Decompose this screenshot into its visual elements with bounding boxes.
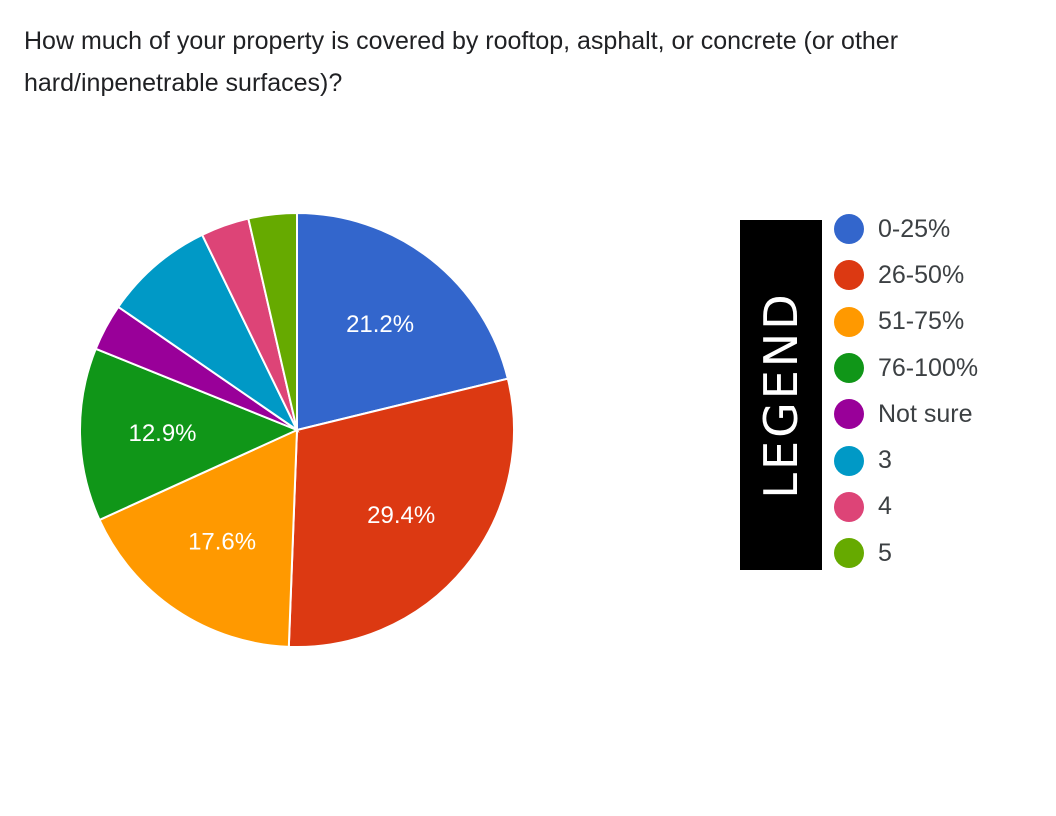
pie-slice-0-25 [296, 211, 510, 432]
slice-label: 12.9% [128, 420, 196, 447]
legend-item: 4 [834, 484, 978, 530]
slice-label: 17.6% [188, 529, 256, 556]
legend-swatch [834, 214, 864, 245]
legend-item: Not sure [834, 391, 978, 437]
legend-item: 26-50% [834, 252, 978, 298]
chart-legend: 0-25% 26-50% 51-75% 76-100% Not sure 3 4 5 [834, 206, 978, 576]
legend-label: 5 [878, 538, 892, 567]
legend-label: 3 [878, 446, 892, 475]
slice-label: 21.2% [346, 311, 414, 338]
legend-item: 3 [834, 437, 978, 483]
legend-label: 26-50% [878, 260, 965, 289]
legend-label: 4 [878, 492, 892, 521]
pie-slice-5 [247, 211, 298, 431]
legend-label: 0-25% [878, 214, 951, 243]
legend-banner-text: LEGEND [754, 291, 808, 499]
legend-item: 76-100% [834, 345, 978, 391]
legend-swatch [834, 260, 864, 291]
legend-item: 51-75% [834, 299, 978, 345]
legend-label: 76-100% [878, 353, 979, 382]
legend-swatch [834, 353, 864, 384]
legend-item: 5 [834, 530, 978, 576]
legend-item: 0-25% [834, 206, 978, 252]
pie-slice-26-50 [287, 377, 515, 648]
pie-slice-3 [116, 233, 300, 433]
legend-swatch [834, 399, 864, 430]
question-title: How much of your property is covered by … [24, 27, 899, 97]
legend-label: 51-75% [878, 307, 965, 336]
legend-label: Not sure [878, 399, 973, 428]
legend-banner: LEGEND [740, 220, 822, 570]
legend-swatch [834, 538, 864, 569]
pie-slice-76-100 [79, 347, 300, 522]
pie-slices [79, 211, 515, 648]
legend-swatch [834, 491, 864, 522]
pie-slice-labels: 21.2% 29.4% 17.6% 12.9% [128, 311, 435, 556]
pie-slice-51-75 [98, 428, 299, 648]
legend-swatch [834, 306, 864, 337]
legend-swatch [834, 445, 864, 476]
slice-label: 29.4% [367, 502, 435, 529]
